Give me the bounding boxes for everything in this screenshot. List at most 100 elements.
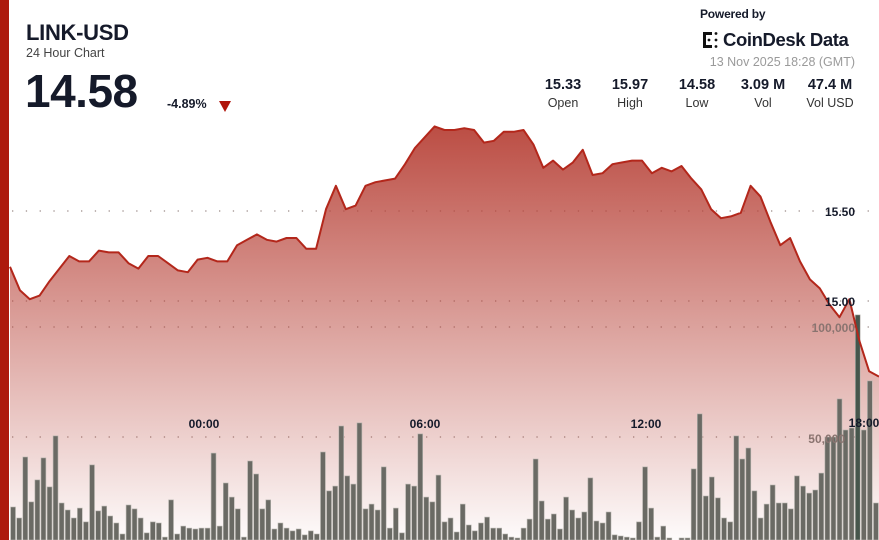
volume-bar (338, 425, 344, 540)
volume-bar (174, 533, 180, 540)
volume-bar (150, 521, 156, 540)
volume-tick-label: 100,000 (812, 321, 856, 335)
volume-bar (648, 507, 654, 540)
volume-bars (10, 314, 879, 540)
volume-bar (229, 496, 235, 540)
volume-bar (320, 451, 326, 540)
volume-bar (95, 510, 101, 540)
price-line (9, 125, 879, 378)
price-tick-label: 15.00 (825, 295, 855, 309)
volume-bar (113, 522, 120, 540)
volume-bar (58, 502, 65, 540)
volume-bar (587, 477, 594, 540)
time-tick-label: 00:00 (189, 417, 220, 431)
volume-bar (137, 517, 144, 540)
stat-value: 47.4 M (807, 77, 853, 93)
axis-labels: 15.50 15.00 100,000 50,000 00:00 06:00 1… (189, 205, 879, 446)
volume-bar (794, 475, 800, 540)
volume-bar (496, 527, 502, 540)
volume-bar (538, 500, 545, 540)
volume-bar (642, 466, 648, 540)
volume-bar (441, 521, 448, 540)
volume-bar (28, 501, 34, 540)
volume-bar (551, 513, 557, 540)
volume-bar (715, 497, 721, 540)
volume-bar (739, 458, 745, 540)
price-change: -4.89% (167, 97, 207, 111)
volume-bar (435, 474, 442, 540)
volume-bar (605, 511, 612, 540)
stat-label: Vol (754, 96, 772, 110)
volume-bar (350, 483, 357, 540)
volume-bar (429, 501, 436, 540)
volume-bar (775, 502, 782, 540)
volume-bar (842, 429, 849, 540)
powered-by-label: Powered by (700, 7, 766, 21)
volume-bar (709, 476, 715, 540)
volume-bar (144, 532, 150, 540)
volume-bar (636, 521, 642, 540)
accent-bar (0, 0, 9, 540)
volume-bar (16, 517, 22, 540)
volume-bar (125, 504, 132, 540)
volume-bar (800, 485, 806, 540)
stat-label: Low (685, 96, 709, 110)
timestamp: 13 Nov 2025 18:28 (GMT) (709, 55, 855, 69)
volume-bar (210, 452, 217, 540)
volume-bar (119, 533, 126, 540)
volume-bar (180, 525, 187, 540)
volume-bar (836, 398, 843, 540)
volume-bar (374, 509, 381, 540)
stat-vol-usd: 47.4 M Vol USD (795, 77, 865, 111)
stat-high: 15.97 High (595, 77, 665, 111)
volume-bar (368, 503, 375, 540)
brand-name: CoinDesk Data (723, 29, 849, 50)
volume-bar (690, 468, 697, 540)
volume-bar (131, 508, 138, 540)
volume-bar (545, 518, 551, 540)
volume-bar (204, 527, 211, 540)
volume-bar (253, 473, 259, 540)
current-price: 14.58 (25, 65, 138, 117)
volume-bar (65, 509, 71, 540)
volume-bar (362, 508, 369, 540)
volume-bar (824, 436, 831, 540)
stat-label: Open (547, 96, 579, 110)
volume-bar (295, 528, 302, 540)
volume-bar (788, 508, 794, 540)
volume-bar (101, 505, 108, 540)
volume-bar (532, 458, 539, 540)
volume-bar (52, 435, 59, 540)
volume-bar (459, 503, 466, 540)
volume-bar (83, 521, 89, 540)
coindesk-data-logo: CoinDesk Data (702, 29, 849, 51)
volume-bar (89, 464, 95, 540)
volume-bar (854, 314, 861, 540)
volume-bar (757, 517, 764, 540)
volume-bar (733, 435, 739, 540)
volume-bar (380, 466, 387, 540)
volume-bar (684, 537, 691, 540)
volume-bar (830, 436, 837, 540)
volume-bar (526, 518, 533, 540)
stat-value: 15.33 (544, 77, 582, 93)
volume-bar (696, 413, 703, 540)
volume-bar (599, 522, 606, 540)
volume-bar (575, 517, 581, 540)
volume-bar (678, 537, 685, 540)
pair-title: LINK-USD (26, 20, 129, 45)
volume-bar (745, 447, 752, 540)
volume-bar (46, 486, 53, 540)
volume-bar (259, 508, 265, 540)
volume-bar (478, 522, 484, 540)
volume-bar (223, 482, 229, 540)
volume-bar (107, 515, 114, 540)
volume-bar (314, 533, 320, 540)
volume-bar (520, 527, 527, 540)
stat-open: 15.33 Open (528, 77, 598, 111)
volume-bar (283, 527, 290, 540)
volume-bar (289, 530, 296, 540)
volume-bar (399, 532, 405, 540)
stat-vol: 3.09 M Vol (728, 77, 798, 111)
